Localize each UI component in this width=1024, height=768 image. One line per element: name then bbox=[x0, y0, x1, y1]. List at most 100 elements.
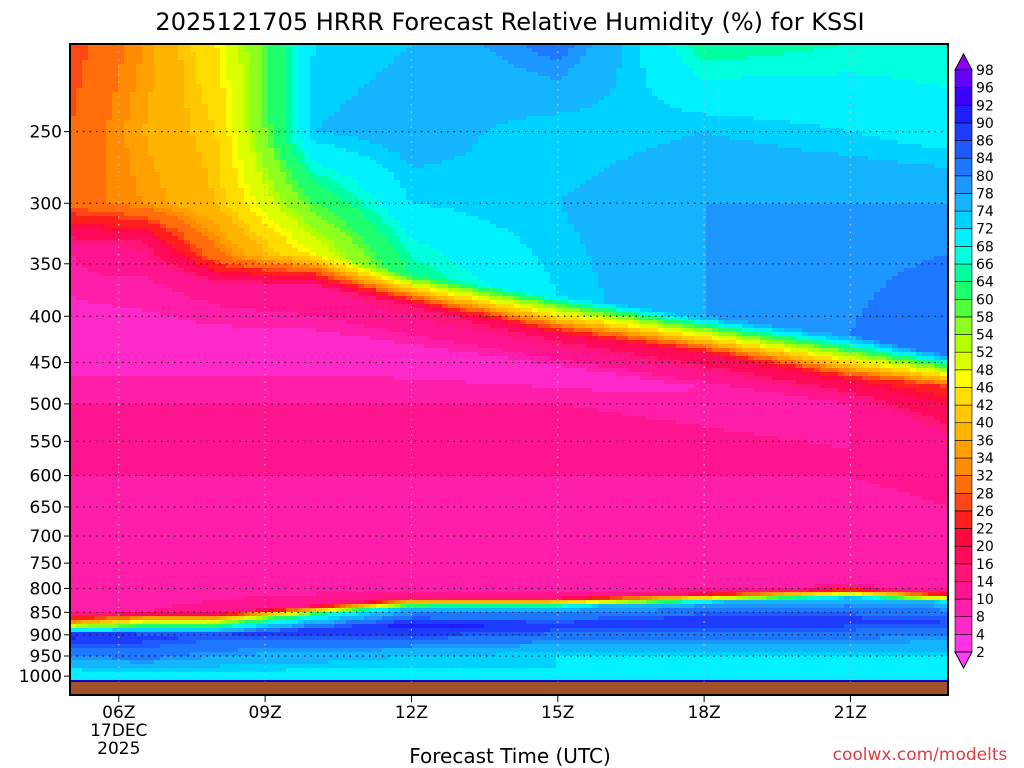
rh-cell bbox=[124, 376, 131, 381]
rh-cell bbox=[106, 444, 113, 449]
rh-cell bbox=[94, 412, 101, 417]
rh-cell bbox=[124, 340, 131, 345]
rh-cell bbox=[88, 528, 95, 533]
rh-cell bbox=[82, 624, 89, 629]
rh-cell bbox=[76, 180, 83, 185]
rh-cell bbox=[100, 620, 107, 625]
rh-cell bbox=[112, 260, 119, 265]
rh-cell bbox=[106, 480, 113, 485]
rh-cell bbox=[130, 132, 137, 137]
rh-cell bbox=[136, 512, 143, 517]
rh-cell bbox=[112, 380, 119, 385]
rh-cell bbox=[100, 164, 107, 169]
rh-cell bbox=[82, 260, 89, 265]
rh-cell bbox=[118, 100, 125, 105]
rh-cell bbox=[88, 56, 95, 61]
rh-cell bbox=[130, 196, 137, 201]
rh-cell bbox=[88, 456, 95, 461]
rh-cell bbox=[142, 288, 149, 293]
rh-cell bbox=[130, 396, 137, 401]
rh-cell bbox=[106, 76, 113, 81]
rh-cell bbox=[124, 564, 131, 569]
rh-cell bbox=[136, 524, 143, 529]
rh-cell bbox=[76, 168, 83, 173]
rh-cell bbox=[130, 208, 137, 213]
rh-cell bbox=[142, 444, 149, 449]
rh-cell bbox=[100, 180, 107, 185]
rh-cell bbox=[124, 176, 131, 181]
rh-cell bbox=[106, 264, 113, 269]
rh-cell bbox=[124, 248, 131, 253]
rh-cell bbox=[100, 580, 107, 585]
rh-cell bbox=[118, 264, 125, 269]
rh-cell bbox=[88, 648, 95, 653]
rh-cell bbox=[130, 544, 137, 549]
rh-cell bbox=[82, 404, 89, 409]
rh-cell bbox=[136, 432, 143, 437]
rh-cell bbox=[136, 160, 143, 165]
rh-cell bbox=[136, 420, 143, 425]
rh-cell bbox=[136, 380, 143, 385]
rh-cell bbox=[88, 664, 95, 669]
rh-cell bbox=[130, 572, 137, 577]
rh-cell bbox=[94, 176, 101, 181]
rh-cell bbox=[130, 240, 137, 245]
rh-cell bbox=[76, 488, 83, 493]
rh-cell bbox=[100, 460, 107, 465]
rh-cell bbox=[106, 180, 113, 185]
rh-cell bbox=[94, 240, 101, 245]
rh-cell bbox=[112, 284, 119, 289]
rh-cell bbox=[124, 236, 131, 241]
rh-cell bbox=[148, 76, 155, 81]
rh-cell bbox=[88, 584, 95, 589]
rh-cell bbox=[130, 252, 137, 257]
rh-cell bbox=[130, 664, 137, 669]
rh-cell bbox=[76, 380, 83, 385]
rh-cell bbox=[142, 324, 149, 329]
rh-cell bbox=[142, 272, 149, 277]
rh-cell bbox=[124, 544, 131, 549]
rh-cell bbox=[142, 124, 149, 129]
rh-cell bbox=[76, 444, 83, 449]
rh-cell bbox=[100, 248, 107, 253]
rh-cell bbox=[142, 536, 149, 541]
rh-cell bbox=[142, 600, 149, 605]
rh-cell bbox=[130, 124, 137, 129]
rh-cell bbox=[82, 96, 89, 101]
rh-cell bbox=[142, 176, 149, 181]
rh-cell bbox=[88, 640, 95, 645]
rh-cell bbox=[124, 548, 131, 553]
rh-cell bbox=[100, 568, 107, 573]
rh-cell bbox=[142, 68, 149, 73]
rh-cell bbox=[142, 196, 149, 201]
rh-cell bbox=[130, 444, 137, 449]
rh-cell bbox=[106, 140, 113, 145]
rh-cell bbox=[112, 524, 119, 529]
rh-cell bbox=[82, 428, 89, 433]
rh-cell bbox=[76, 516, 83, 521]
rh-cell bbox=[118, 204, 125, 209]
rh-cell bbox=[106, 508, 113, 513]
rh-cell bbox=[100, 668, 107, 673]
rh-cell bbox=[88, 596, 95, 601]
rh-cell bbox=[76, 184, 83, 189]
rh-cell bbox=[82, 60, 89, 65]
rh-cell bbox=[130, 296, 137, 301]
rh-cell bbox=[106, 196, 113, 201]
rh-cell bbox=[136, 564, 143, 569]
rh-cell bbox=[88, 616, 95, 621]
rh-cell bbox=[100, 396, 107, 401]
rh-cell bbox=[124, 84, 131, 89]
rh-cell bbox=[124, 164, 131, 169]
rh-cell bbox=[112, 116, 119, 121]
rh-cell bbox=[100, 296, 107, 301]
rh-cell bbox=[94, 72, 101, 77]
rh-cell bbox=[94, 144, 101, 149]
rh-cell bbox=[106, 432, 113, 437]
rh-cell bbox=[106, 296, 113, 301]
rh-cell bbox=[142, 296, 149, 301]
rh-cell bbox=[136, 668, 143, 673]
rh-cell bbox=[76, 256, 83, 261]
rh-cell bbox=[136, 544, 143, 549]
rh-cell bbox=[76, 108, 83, 113]
